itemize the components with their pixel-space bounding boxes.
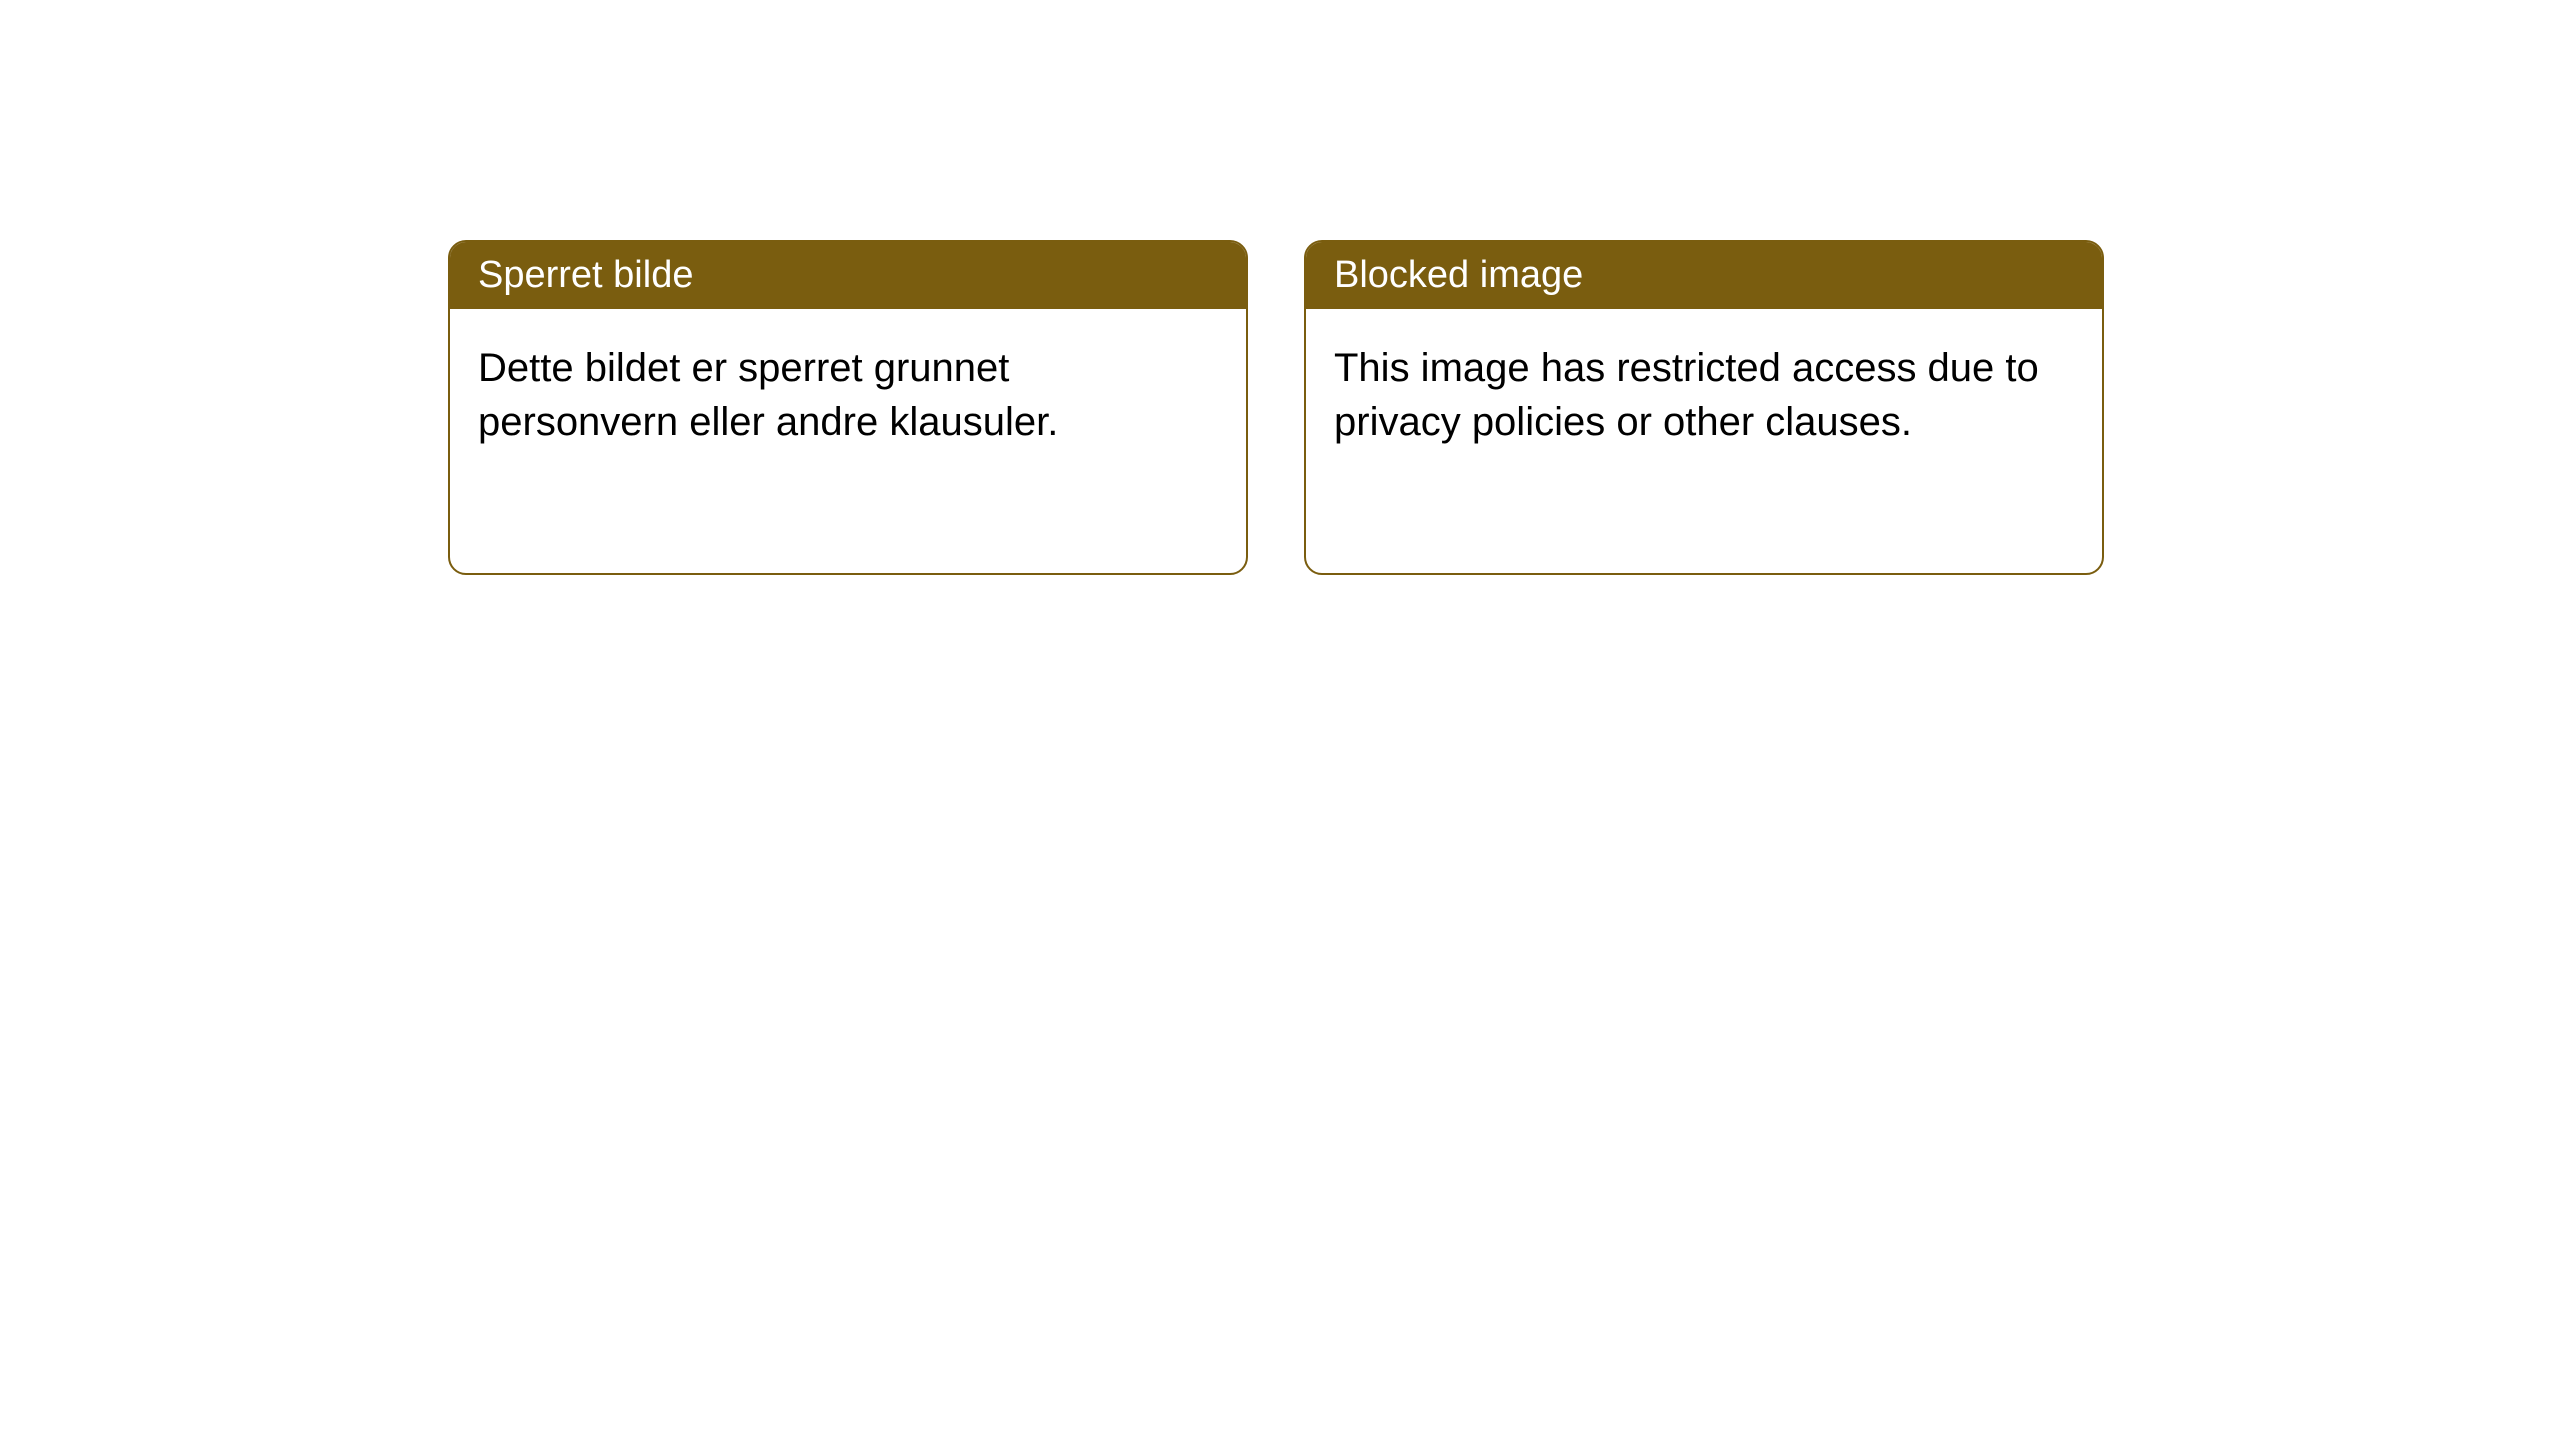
- notice-body-english: This image has restricted access due to …: [1306, 309, 2102, 481]
- notice-title-english: Blocked image: [1306, 242, 2102, 309]
- notice-title-norwegian: Sperret bilde: [450, 242, 1246, 309]
- notice-card-norwegian: Sperret bilde Dette bildet er sperret gr…: [448, 240, 1248, 575]
- notice-body-norwegian: Dette bildet er sperret grunnet personve…: [450, 309, 1246, 481]
- notice-card-english: Blocked image This image has restricted …: [1304, 240, 2104, 575]
- notice-container: Sperret bilde Dette bildet er sperret gr…: [448, 240, 2104, 575]
